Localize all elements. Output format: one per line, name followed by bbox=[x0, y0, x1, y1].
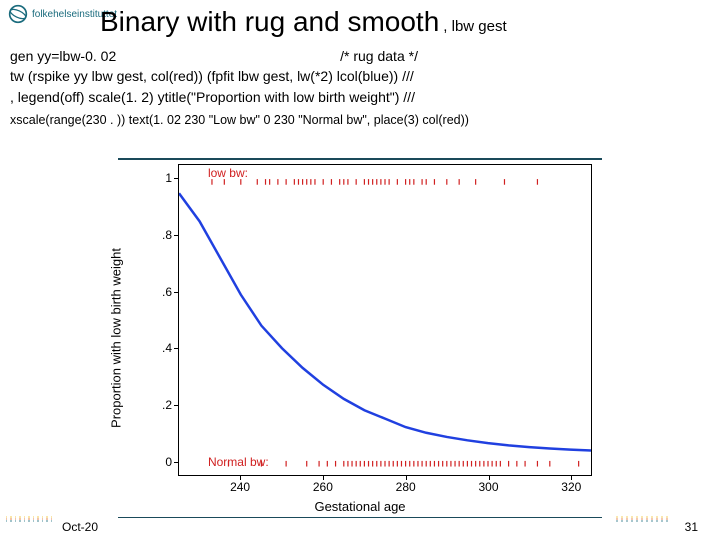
chart-annotation: Normal bw: bbox=[208, 455, 269, 469]
y-ticks: 0 .2 .4 .6 .8 1 bbox=[118, 164, 176, 476]
y-tick-label: .6 bbox=[162, 285, 172, 299]
x-tick-label: 300 bbox=[478, 480, 498, 494]
decoration-dots-left bbox=[6, 516, 52, 536]
y-tick-label: 0 bbox=[165, 455, 172, 469]
footer-page: 31 bbox=[685, 520, 698, 534]
chart-container: Proportion with low birth weight Gestati… bbox=[118, 158, 602, 518]
code-line-1: gen yy=lbw-0. 02 /* rug data */ bbox=[10, 46, 710, 66]
plot-svg bbox=[179, 165, 591, 475]
code-line-3: , legend(off) scale(1. 2) ytitle("Propor… bbox=[10, 87, 710, 107]
logo-icon bbox=[8, 4, 28, 24]
y-tick-label: .2 bbox=[162, 398, 172, 412]
y-tick-label: 1 bbox=[165, 171, 172, 185]
slide-title: Binary with rug and smooth , lbw gest bbox=[100, 6, 507, 38]
title-sub: , lbw gest bbox=[443, 18, 506, 35]
code-line-2: tw (rspike yy lbw gest, col(red)) (fpfit… bbox=[10, 66, 710, 86]
x-tick-label: 240 bbox=[230, 480, 250, 494]
footer-date: Oct-20 bbox=[62, 520, 98, 534]
y-tick-label: .4 bbox=[162, 341, 172, 355]
stata-code: gen yy=lbw-0. 02 /* rug data */ tw (rspi… bbox=[10, 46, 710, 129]
decoration-dots-right bbox=[616, 516, 676, 536]
chart-annotation: low bw: bbox=[208, 166, 248, 180]
plot-area: low bw: Normal bw: bbox=[178, 164, 592, 476]
x-tick-label: 260 bbox=[313, 480, 333, 494]
x-tick-label: 280 bbox=[396, 480, 416, 494]
code-comment: /* rug data */ bbox=[340, 46, 418, 66]
y-tick-label: .8 bbox=[162, 228, 172, 242]
x-tick-label: 320 bbox=[561, 480, 581, 494]
title-main: Binary with rug and smooth bbox=[100, 6, 439, 38]
x-ticks: 240 260 280 300 320 bbox=[178, 476, 592, 496]
code-gen: gen yy=lbw-0. 02 bbox=[10, 48, 116, 64]
code-line-4: xscale(range(230 . )) text(1. 02 230 "Lo… bbox=[10, 111, 710, 129]
x-axis-label: Gestational age bbox=[314, 499, 405, 514]
